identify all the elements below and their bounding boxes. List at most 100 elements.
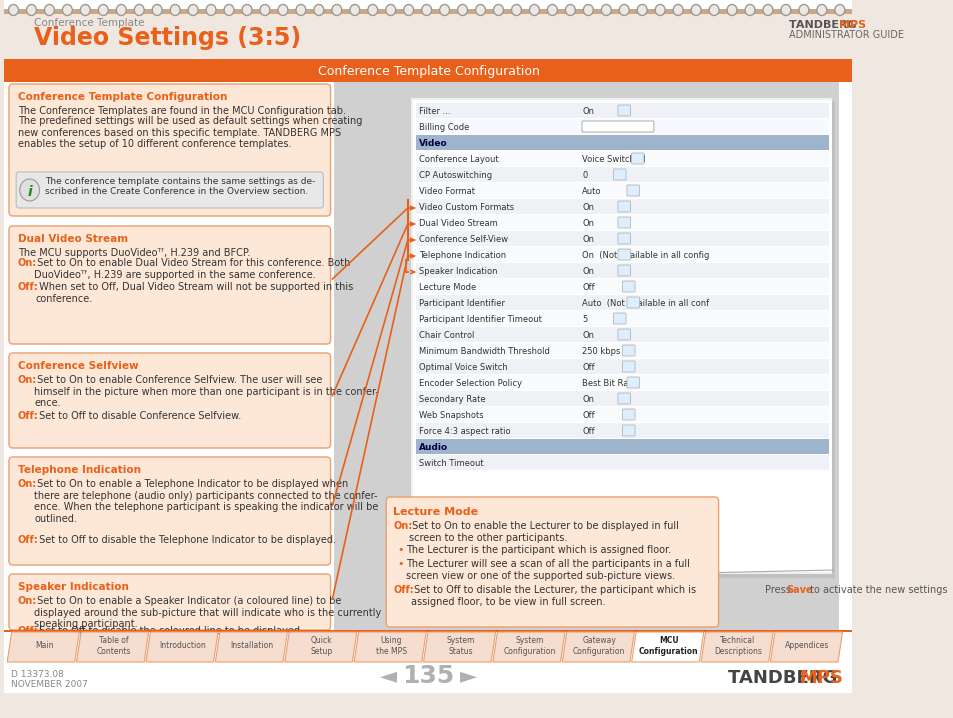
Circle shape [385, 4, 395, 16]
FancyBboxPatch shape [386, 497, 718, 627]
Text: Off: Off [581, 363, 594, 372]
FancyBboxPatch shape [9, 574, 330, 630]
Text: Installation: Installation [231, 641, 274, 651]
Text: Speaker Indication: Speaker Indication [418, 267, 497, 276]
Text: Audio: Audio [418, 443, 447, 452]
Text: On:: On: [393, 521, 413, 531]
Text: Billing Code: Billing Code [418, 123, 469, 132]
Circle shape [80, 4, 91, 16]
Text: Optimal Voice Switch: Optimal Voice Switch [418, 363, 507, 372]
Text: System
Configuration: System Configuration [503, 636, 556, 656]
Polygon shape [76, 632, 149, 662]
Text: On: On [581, 219, 594, 228]
Circle shape [152, 4, 162, 16]
Text: Off: Off [581, 411, 594, 420]
Circle shape [708, 4, 719, 16]
Text: Dual Video Stream: Dual Video Stream [418, 219, 497, 228]
Text: Technical
Descriptions: Technical Descriptions [713, 636, 761, 656]
FancyBboxPatch shape [618, 201, 630, 212]
Text: Set to On to enable a Speaker Indicator (a coloured line) to be
displayed around: Set to On to enable a Speaker Indicator … [34, 596, 381, 629]
Bar [416, 375, 828, 390]
Text: The Conference Templates are found in the MCU Configuration tab.: The Conference Templates are found in th… [18, 106, 346, 116]
Circle shape [45, 4, 54, 16]
Text: On: On [581, 267, 594, 276]
Bar [416, 455, 828, 470]
Text: ◄: ◄ [379, 666, 396, 686]
Polygon shape [354, 632, 426, 662]
Text: ►: ► [460, 666, 476, 686]
Text: Participant Identifier: Participant Identifier [418, 299, 504, 308]
FancyBboxPatch shape [621, 345, 635, 356]
Text: ADMINISTRATOR GUIDE: ADMINISTRATOR GUIDE [788, 30, 902, 40]
Text: Using
the MPS: Using the MPS [375, 636, 406, 656]
Text: Conference Self-View: Conference Self-View [418, 235, 507, 244]
Circle shape [547, 4, 557, 16]
Text: On: On [581, 203, 594, 212]
Text: Save: Save [785, 585, 812, 595]
Polygon shape [8, 632, 79, 662]
Text: Force 4:3 aspect ratio: Force 4:3 aspect ratio [418, 427, 510, 436]
Text: Conference Template Configuration: Conference Template Configuration [18, 92, 227, 102]
Text: CP Autoswitching: CP Autoswitching [418, 171, 491, 180]
Text: •: • [396, 545, 403, 555]
FancyBboxPatch shape [9, 457, 330, 565]
Text: Conference Selfview: Conference Selfview [18, 361, 138, 371]
Text: Telephone Indication: Telephone Indication [18, 465, 141, 475]
Text: Dual Video Stream: Dual Video Stream [18, 234, 128, 244]
Text: Main: Main [35, 641, 53, 651]
Text: Chair Control: Chair Control [418, 331, 474, 340]
Bar [5, 630, 852, 632]
FancyBboxPatch shape [626, 377, 639, 388]
FancyBboxPatch shape [621, 281, 635, 292]
Text: Set to Off to disable the coloured line to be displayed.: Set to Off to disable the coloured line … [36, 626, 303, 636]
Text: The MCU supports DuoVideoᵀᶠ, H.239 and BFCP.: The MCU supports DuoVideoᵀᶠ, H.239 and B… [18, 248, 250, 258]
FancyBboxPatch shape [581, 121, 653, 132]
Bar [416, 407, 828, 422]
Text: The Lecturer will see a scan of all the participants in a full
screen view or on: The Lecturer will see a scan of all the … [406, 559, 689, 581]
FancyBboxPatch shape [621, 425, 635, 436]
Circle shape [744, 4, 754, 16]
Text: Off: Off [581, 283, 594, 292]
Bar [5, 62, 852, 82]
Bar [416, 119, 828, 134]
Circle shape [206, 4, 215, 16]
FancyBboxPatch shape [618, 233, 630, 244]
Circle shape [600, 4, 611, 16]
Polygon shape [284, 632, 356, 662]
Circle shape [295, 4, 306, 16]
Polygon shape [423, 632, 495, 662]
FancyBboxPatch shape [621, 409, 635, 420]
Circle shape [691, 4, 700, 16]
Text: On:: On: [18, 258, 37, 268]
Text: 0: 0 [581, 171, 587, 180]
Bar [416, 343, 828, 358]
Circle shape [439, 4, 449, 16]
Text: On:: On: [18, 479, 37, 489]
Text: Appendices: Appendices [784, 641, 829, 651]
Bar [416, 135, 828, 150]
Polygon shape [700, 632, 772, 662]
Text: •: • [396, 559, 403, 569]
Bar [416, 151, 828, 166]
Bar [416, 311, 828, 326]
Text: On: On [581, 107, 594, 116]
Text: NOVEMBER 2007: NOVEMBER 2007 [10, 680, 88, 689]
Circle shape [188, 4, 198, 16]
Bar [416, 423, 828, 438]
Circle shape [27, 4, 36, 16]
Text: Press: Press [764, 585, 794, 595]
Circle shape [457, 4, 467, 16]
Text: Off:: Off: [18, 282, 39, 292]
Circle shape [781, 4, 790, 16]
Bar [413, 100, 831, 572]
FancyBboxPatch shape [9, 226, 330, 344]
Text: TANDBERG: TANDBERG [788, 20, 860, 30]
Text: Minimum Bandwidth Threshold: Minimum Bandwidth Threshold [418, 347, 549, 356]
Circle shape [511, 4, 521, 16]
Text: Secondary Rate: Secondary Rate [418, 395, 485, 404]
FancyBboxPatch shape [618, 217, 630, 228]
Bar [416, 263, 828, 278]
Text: Set to Off to disable the Lecturer, the participant which is
assigned floor, to : Set to Off to disable the Lecturer, the … [411, 585, 696, 607]
Polygon shape [631, 632, 703, 662]
Circle shape [655, 4, 664, 16]
